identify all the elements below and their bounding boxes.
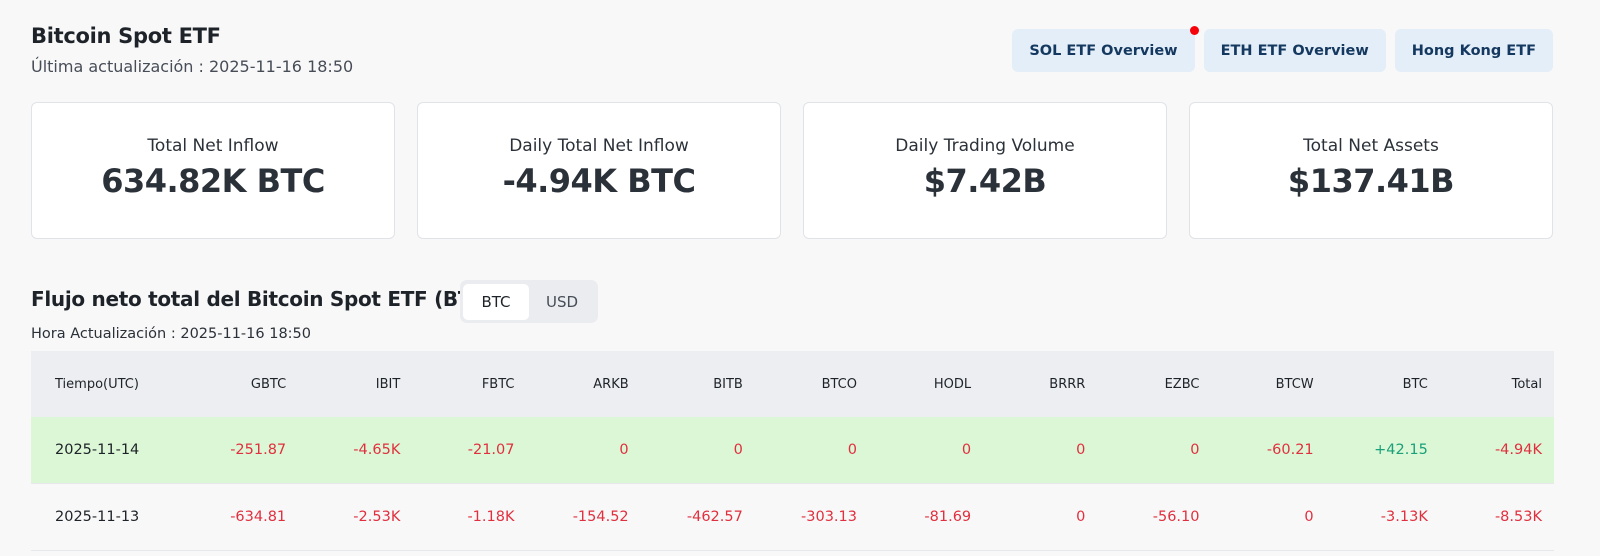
card-label: Daily Total Net Inflow [509,136,689,156]
total-net-inflow-card: Total Net Inflow 634.82K BTC [31,102,395,239]
column-header[interactable]: FBTC [481,376,515,392]
table-cell: -462.57 [686,509,743,525]
currency-toggle: BTC USD [460,280,598,323]
total-net-assets-card: Total Net Assets $137.41B [1189,102,1553,239]
table-cell: -2.53K [353,509,401,525]
table-cell: 0 [1304,509,1314,525]
summary-cards: Total Net Inflow 634.82K BTC Daily Total… [31,102,1553,239]
hong-kong-etf-label: Hong Kong ETF [1411,42,1536,59]
card-value: $7.42B [923,162,1047,200]
table-cell: -21.07 [467,442,515,458]
table-header-row: Tiempo(UTC) GBTC IBIT FBTC ARKB BITB BTC… [31,351,1554,417]
column-header[interactable]: BTCW [1275,376,1314,392]
column-header[interactable]: Tiempo(UTC) [55,376,139,392]
table-cell: 0 [733,442,743,458]
table-cell: -4.65K [353,442,401,458]
table-cell: -634.81 [230,509,287,525]
column-header[interactable]: EZBC [1164,376,1200,392]
column-header[interactable]: BITB [713,376,743,392]
table-cell: -4.94K [1494,442,1542,458]
table-cell: -60.21 [1266,442,1314,458]
table-cell: -154.52 [572,509,629,525]
table-cell: 0 [961,442,972,458]
table-update-time: Hora Actualización : 2025-11-16 18:50 [31,326,312,342]
column-header[interactable]: IBIT [375,376,401,392]
card-label: Total Net Inflow [147,136,279,156]
table-cell: -1.18K [467,509,515,525]
column-header[interactable]: BTCO [821,376,857,392]
column-header[interactable]: HODL [933,376,972,392]
table-cell: 0 [1076,509,1086,525]
table-cell: 0 [847,442,857,458]
column-header[interactable]: GBTC [250,376,287,392]
etf-flow-table: Tiempo(UTC) GBTC IBIT FBTC ARKB BITB BTC… [31,351,1554,551]
column-header[interactable]: BRRR [1049,376,1086,392]
table-cell: 0 [619,442,629,458]
toggle-usd-option[interactable]: USD [545,292,579,311]
card-label: Daily Trading Volume [895,136,1075,156]
table-cell-date: 2025-11-13 [55,509,140,525]
table-row: 2025-11-13 -634.81 -2.53K -1.18K -154.52… [31,484,1554,551]
card-label: Total Net Assets [1303,136,1439,156]
table-cell: -56.10 [1152,509,1200,525]
table-cell: 0 [1190,442,1200,458]
etf-nav-buttons: SOL ETF Overview ETH ETF Overview Hong K… [1012,26,1553,72]
card-value: 634.82K BTC [101,162,325,200]
column-header[interactable]: BTC [1402,376,1428,392]
toggle-btc-option[interactable]: BTC [463,283,529,320]
eth-etf-overview-label: ETH ETF Overview [1220,42,1369,59]
table-cell: -3.13K [1380,509,1428,525]
sol-etf-overview-label: SOL ETF Overview [1029,42,1178,59]
table-cell: -251.87 [230,442,287,458]
table-cell: -8.53K [1494,509,1542,525]
column-header[interactable]: Total [1511,376,1542,392]
sol-etf-overview-button[interactable]: SOL ETF Overview [1012,26,1199,72]
daily-total-net-inflow-card: Daily Total Net Inflow -4.94K BTC [417,102,781,239]
table-cell: +42.15 [1374,442,1428,458]
card-value: -4.94K BTC [502,162,696,200]
table-cell: -303.13 [801,509,857,525]
last-update-text: Última actualización : 2025-11-16 18:50 [31,57,354,76]
column-header[interactable]: ARKB [593,376,629,392]
card-value: $137.41B [1287,162,1455,200]
table-row: 2025-11-14 -251.87 -4.65K -21.07 0 0 0 0… [31,417,1554,484]
eth-etf-overview-button[interactable]: ETH ETF Overview [1203,29,1386,72]
notification-dot-icon [1189,26,1199,35]
table-cell: -81.69 [924,509,972,525]
page-title: Bitcoin Spot ETF [31,24,221,48]
table-cell-date: 2025-11-14 [55,442,140,458]
hong-kong-etf-button[interactable]: Hong Kong ETF [1394,29,1553,72]
section-title: Flujo neto total del Bitcoin Spot ETF (B… [31,287,495,311]
table-cell: 0 [1076,442,1086,458]
daily-trading-volume-card: Daily Trading Volume $7.42B [803,102,1167,239]
